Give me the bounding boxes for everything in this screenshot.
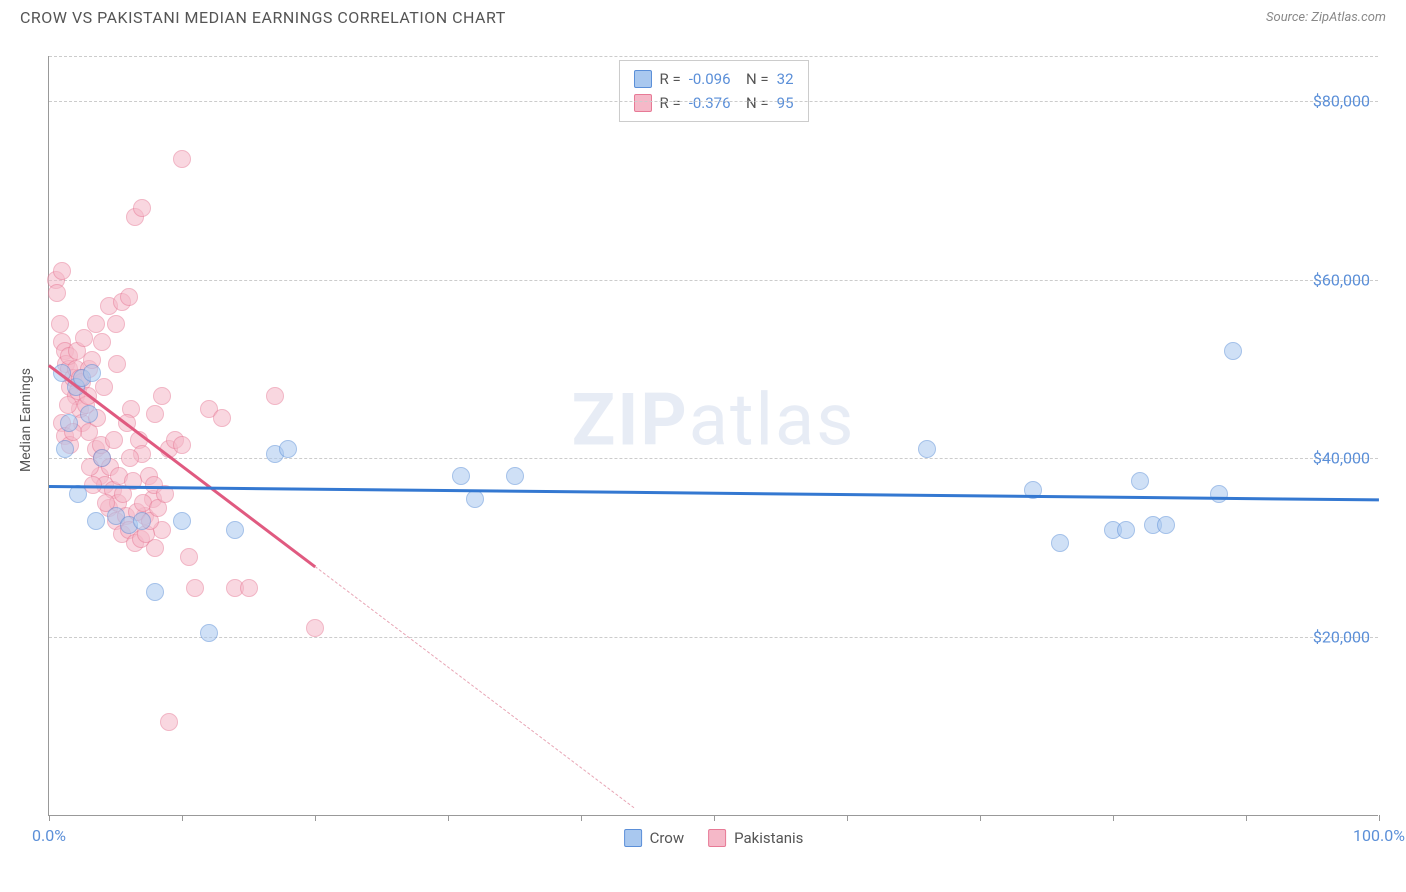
correlation-legend: R = -0.096 N = 32R = -0.376 N = 95 <box>618 60 808 122</box>
data-point-pakistanis <box>108 355 126 373</box>
x-tick <box>980 815 981 821</box>
grid-line <box>49 458 1378 459</box>
data-point-crow <box>93 449 111 467</box>
legend-n-label: N = <box>739 91 769 115</box>
legend-r-label: R = <box>659 67 680 91</box>
data-point-crow <box>87 512 105 530</box>
legend-series-item: Crow <box>624 829 685 847</box>
x-tick-label: 100.0% <box>1353 826 1405 845</box>
legend-n-value: 95 <box>777 91 794 115</box>
trend-line <box>49 485 1379 501</box>
legend-r-value: -0.096 <box>689 67 731 91</box>
data-point-pakistanis <box>173 150 191 168</box>
watermark-rest: atlas <box>689 378 856 463</box>
data-point-crow <box>60 414 78 432</box>
data-point-pakistanis <box>120 288 138 306</box>
grid-line <box>49 280 1378 281</box>
grid-line <box>49 637 1378 638</box>
data-point-crow <box>452 467 470 485</box>
data-point-pakistanis <box>48 284 66 302</box>
legend-swatch <box>633 94 651 112</box>
data-point-crow <box>279 440 297 458</box>
data-point-crow <box>226 521 244 539</box>
x-tick <box>315 815 316 821</box>
legend-swatch <box>633 70 651 88</box>
data-point-pakistanis <box>51 315 69 333</box>
source-attribution: Source: ZipAtlas.com <box>1266 10 1386 25</box>
data-point-crow <box>56 440 74 458</box>
data-point-pakistanis <box>180 548 198 566</box>
data-point-crow <box>200 624 218 642</box>
legend-swatch <box>624 829 642 847</box>
trend-line-dash <box>315 566 635 808</box>
y-axis-label: Median Earnings <box>18 368 34 472</box>
series-legend: Crow Pakistanis <box>624 829 804 847</box>
legend-r-label: R = <box>659 91 680 115</box>
watermark: ZIPatlas <box>572 378 856 463</box>
data-point-crow <box>506 467 524 485</box>
data-point-pakistanis <box>306 619 324 637</box>
x-tick <box>49 815 50 821</box>
y-tick-label: $60,000 <box>1313 270 1370 289</box>
grid-line <box>49 56 1378 57</box>
y-tick-label: $40,000 <box>1313 449 1370 468</box>
data-point-pakistanis <box>93 333 111 351</box>
data-point-pakistanis <box>59 396 77 414</box>
y-tick-label: $20,000 <box>1313 628 1370 647</box>
data-point-crow <box>146 583 164 601</box>
data-point-pakistanis <box>133 199 151 217</box>
legend-n-value: 32 <box>777 67 794 91</box>
data-point-crow <box>83 364 101 382</box>
legend-swatch <box>708 829 726 847</box>
scatter-chart: ZIPatlas R = -0.096 N = 32R = -0.376 N =… <box>48 56 1378 816</box>
data-point-crow <box>918 440 936 458</box>
legend-stat-row: R = -0.376 N = 95 <box>633 91 793 115</box>
data-point-pakistanis <box>75 329 93 347</box>
data-point-pakistanis <box>186 579 204 597</box>
data-point-crow <box>173 512 191 530</box>
grid-line <box>49 101 1378 102</box>
data-point-pakistanis <box>107 315 125 333</box>
y-tick-label: $80,000 <box>1313 91 1370 110</box>
data-point-crow <box>1157 516 1175 534</box>
x-tick <box>714 815 715 821</box>
watermark-bold: ZIP <box>572 378 689 463</box>
data-point-pakistanis <box>53 262 71 280</box>
x-tick <box>1113 815 1114 821</box>
data-point-crow <box>1117 521 1135 539</box>
data-point-pakistanis <box>146 405 164 423</box>
x-tick <box>182 815 183 821</box>
data-point-pakistanis <box>213 409 231 427</box>
legend-series-label: Crow <box>650 829 685 847</box>
chart-title: CROW VS PAKISTANI MEDIAN EARNINGS CORREL… <box>20 8 506 27</box>
x-tick <box>1379 815 1380 821</box>
data-point-pakistanis <box>160 713 178 731</box>
data-point-pakistanis <box>240 579 258 597</box>
data-point-crow <box>1051 534 1069 552</box>
data-point-pakistanis <box>121 449 139 467</box>
legend-n-label: N = <box>739 67 769 91</box>
x-tick <box>1246 815 1247 821</box>
data-point-crow <box>466 490 484 508</box>
data-point-crow <box>80 405 98 423</box>
data-point-crow <box>1224 342 1242 360</box>
data-point-pakistanis <box>105 431 123 449</box>
data-point-crow <box>1210 485 1228 503</box>
legend-stat-row: R = -0.096 N = 32 <box>633 67 793 91</box>
legend-series-label: Pakistanis <box>734 829 803 847</box>
legend-r-value: -0.376 <box>689 91 731 115</box>
data-point-crow <box>133 512 151 530</box>
x-tick <box>448 815 449 821</box>
data-point-crow <box>1131 472 1149 490</box>
legend-series-item: Pakistanis <box>708 829 803 847</box>
data-point-pakistanis <box>266 387 284 405</box>
data-point-pakistanis <box>173 436 191 454</box>
data-point-pakistanis <box>95 378 113 396</box>
data-point-pakistanis <box>153 387 171 405</box>
x-tick <box>581 815 582 821</box>
x-tick-label: 0.0% <box>32 826 66 845</box>
x-tick <box>847 815 848 821</box>
